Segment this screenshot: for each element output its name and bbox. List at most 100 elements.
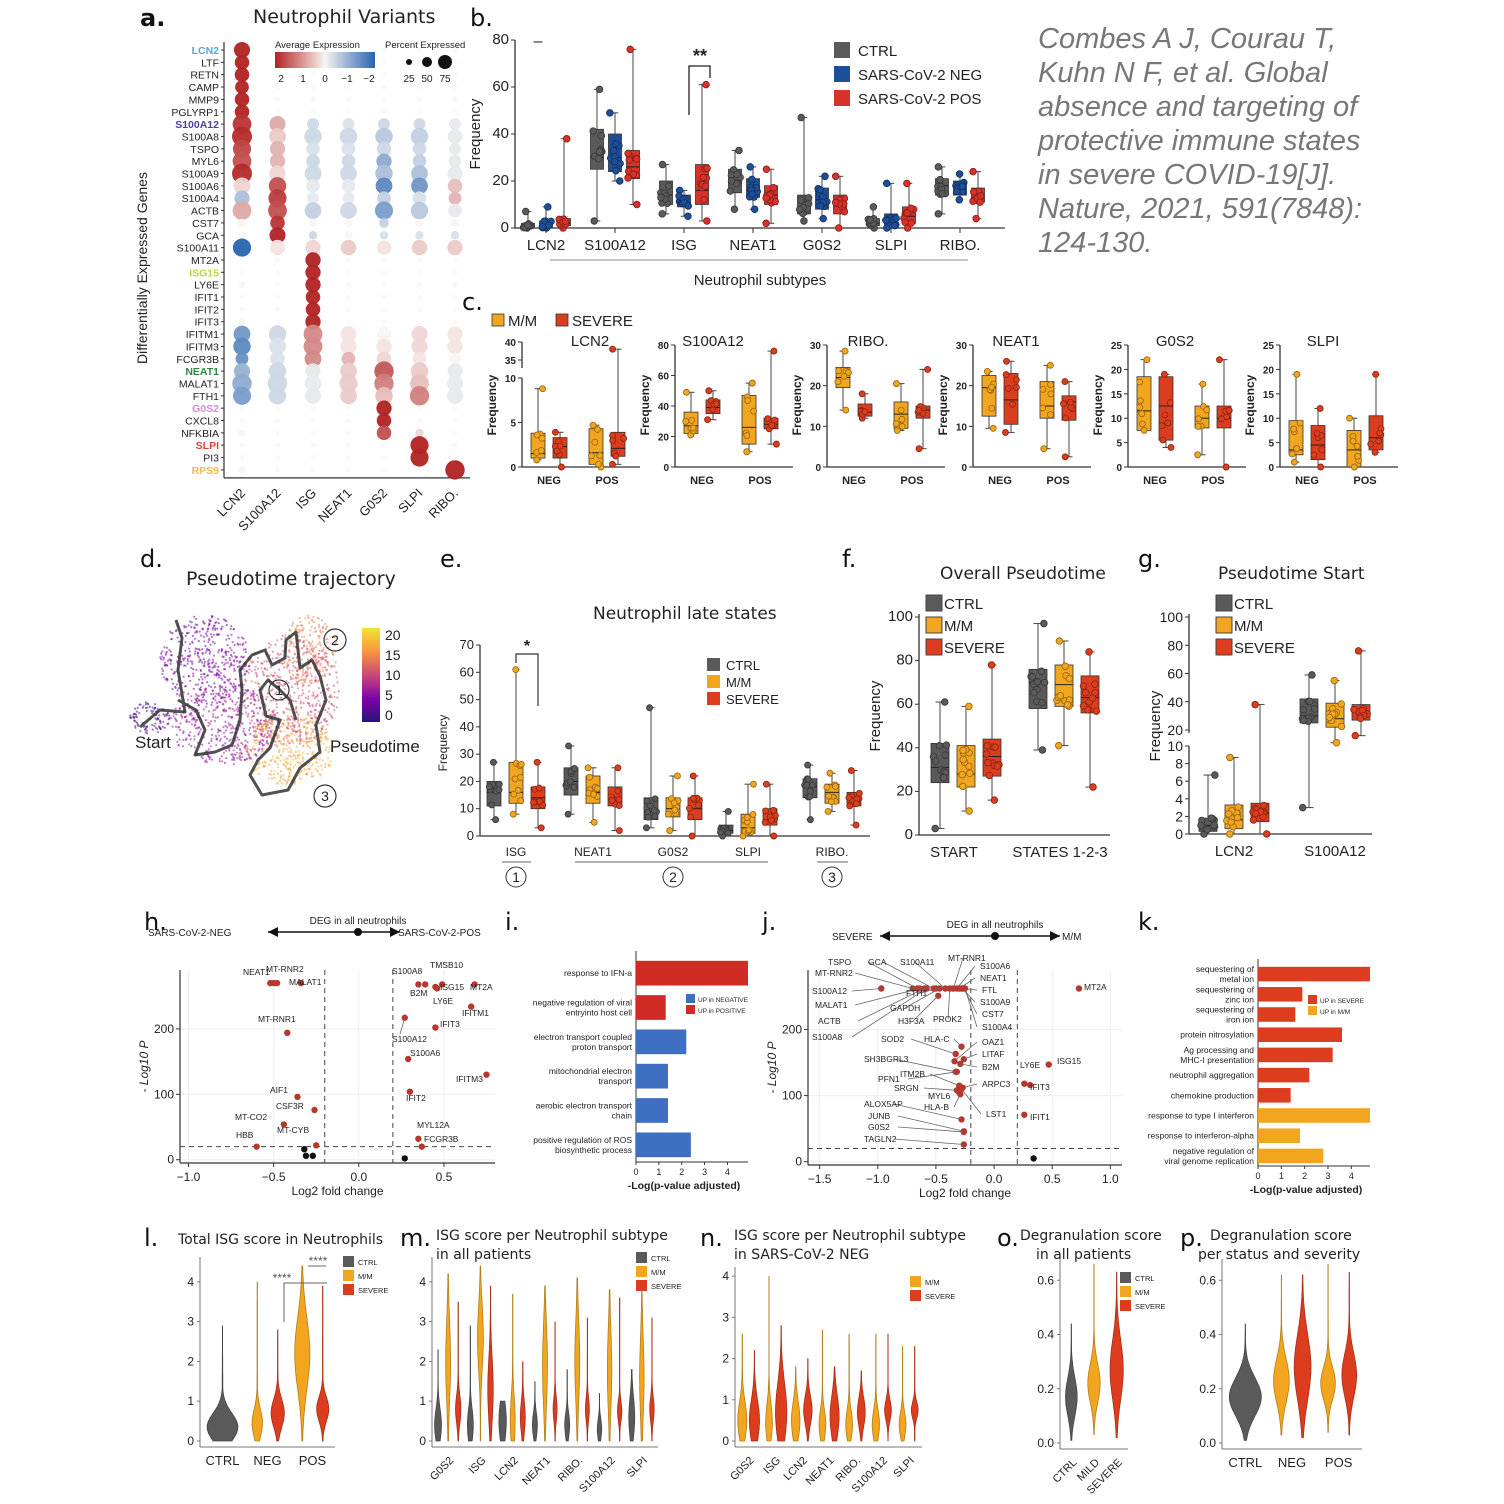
umap-point	[175, 683, 179, 686]
dot	[234, 104, 250, 120]
dot	[452, 405, 458, 411]
umap-point	[213, 673, 216, 676]
data-point	[658, 160, 667, 169]
umap-point	[200, 701, 203, 704]
violin	[910, 1346, 919, 1442]
umap-point	[244, 641, 247, 644]
dot	[411, 338, 428, 355]
legend-label: M/M	[358, 1272, 373, 1281]
dot	[377, 191, 391, 206]
data-point	[750, 205, 759, 213]
dot	[417, 282, 422, 288]
dot	[413, 118, 426, 131]
x-tick-label: CTRL	[206, 1453, 240, 1468]
umap-point	[164, 664, 167, 667]
legend-label: CTRL	[358, 1258, 378, 1267]
y-tick-label: 30	[810, 341, 822, 352]
dot	[269, 128, 286, 145]
dot	[341, 178, 356, 193]
data-point	[594, 154, 603, 163]
umap-point	[169, 662, 172, 665]
umap-point	[184, 634, 187, 637]
y-tick-label: 15	[1111, 390, 1123, 401]
legend-label: SEVERE	[651, 1282, 681, 1291]
violin	[596, 1393, 603, 1442]
dot	[417, 294, 422, 300]
umap-point	[207, 641, 210, 644]
data-point	[1216, 356, 1223, 364]
umap-point	[170, 668, 173, 671]
data-point	[924, 365, 932, 373]
panel-e-title: Neutrophil late states	[593, 604, 777, 624]
dot	[410, 201, 429, 220]
dot	[376, 141, 392, 157]
dot	[452, 84, 458, 90]
legend-swatch	[636, 1280, 647, 1291]
dot	[270, 215, 285, 231]
umap-point	[208, 669, 211, 672]
umap-point	[227, 679, 230, 683]
x-tick-label: LCN2	[527, 237, 565, 254]
data-point	[561, 217, 570, 226]
y-tick-label: 0	[501, 219, 509, 236]
umap-point	[217, 622, 220, 625]
umap-point	[186, 658, 189, 661]
gene-label: NFKBIA	[181, 428, 219, 440]
dot	[381, 269, 387, 275]
violin	[829, 1366, 840, 1442]
data-point	[1194, 423, 1202, 430]
data-point	[1161, 411, 1169, 419]
dot	[233, 325, 251, 343]
legend-label: M/M	[925, 1278, 940, 1287]
gene-label: GCA	[196, 230, 219, 242]
dot	[275, 467, 280, 473]
umap-point	[221, 655, 224, 658]
dot	[310, 47, 316, 53]
umap-point	[211, 666, 214, 669]
dot	[381, 455, 387, 460]
significance-bracket	[688, 65, 711, 115]
dot	[232, 238, 252, 257]
data-point	[1002, 428, 1009, 436]
x-tick-label: POS	[299, 1453, 327, 1468]
data-point	[869, 203, 878, 211]
panel-d-title: Pseudotime trajectory	[186, 568, 396, 590]
dot	[310, 418, 316, 423]
y-axis-label: Differentially Expressed Genes	[134, 172, 150, 364]
dot	[304, 375, 322, 392]
umap-point	[228, 665, 231, 668]
violin	[509, 1293, 516, 1442]
x-tick-label: POS	[1325, 1455, 1353, 1470]
panel-label-l: l.	[144, 1224, 159, 1252]
panel-g-title: Pseudotime Start	[1218, 564, 1365, 584]
annotation-dash: –	[534, 33, 543, 50]
umap-point	[218, 649, 221, 652]
y-tick-label: 80	[492, 31, 509, 48]
panel-o-title: Degranulation score	[1020, 1228, 1162, 1244]
y-tick-label: 0.0	[1037, 1436, 1054, 1450]
umap-point	[206, 674, 209, 677]
dot	[412, 191, 427, 206]
umap-point	[211, 658, 214, 661]
data-point	[1199, 380, 1207, 388]
dot	[381, 84, 387, 90]
umap-point	[230, 663, 233, 667]
data-point	[901, 218, 909, 227]
data-point	[596, 452, 604, 459]
gene-label: MMP9	[189, 94, 219, 106]
dot	[238, 429, 246, 437]
dot	[310, 442, 316, 448]
dot	[381, 467, 387, 473]
umap-point	[163, 661, 166, 664]
umap-point	[208, 637, 211, 640]
data-point	[1039, 385, 1047, 393]
data-point	[633, 200, 641, 209]
data-point	[625, 156, 634, 164]
umap-point	[203, 640, 206, 643]
legend-label: CTRL	[858, 43, 897, 60]
violin	[1228, 1323, 1262, 1441]
panel-m-title-line2: in all patients	[436, 1247, 532, 1263]
significance-label: ****	[273, 1271, 292, 1285]
data-point	[657, 193, 665, 202]
subplot-title: LCN2	[571, 333, 609, 350]
